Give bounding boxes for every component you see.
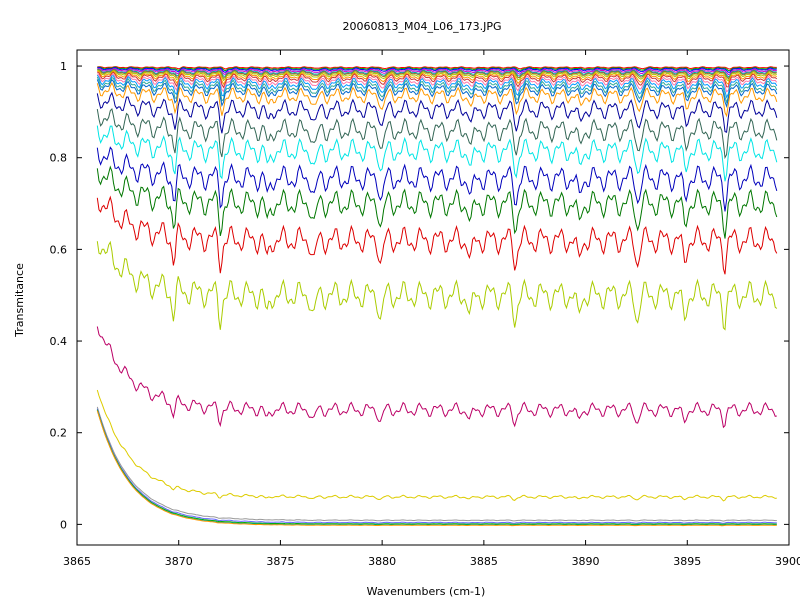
series-line-12: [96, 76, 778, 105]
series-line-6: [97, 69, 777, 80]
x-tick-label: 3875: [266, 555, 294, 568]
series-line-9: [97, 71, 778, 89]
series-line-23: [96, 389, 777, 502]
series-line-3: [97, 66, 777, 73]
series-line-4: [97, 67, 777, 76]
series-line-14: [96, 81, 778, 118]
y-tick-label: 0.8: [50, 152, 68, 165]
y-axis-ticks: 0 0.2 0.4 0.6 0.8 1: [50, 60, 789, 531]
series-line-7: [97, 69, 777, 82]
x-tick-label: 3900: [775, 555, 800, 568]
series-line-2: [97, 66, 777, 72]
series-line-10: [96, 73, 778, 93]
chart-title: 20060813_M04_L06_173.JPG: [343, 20, 502, 33]
y-tick-label: 0.2: [50, 427, 68, 440]
series-line-28: [96, 410, 777, 527]
series-line-24: [96, 406, 777, 522]
series-line-27: [96, 410, 777, 526]
series-line-5: [97, 68, 777, 78]
y-axis-label: Transmitance: [13, 263, 26, 338]
series-line-20: [96, 195, 778, 275]
series-line-13: [96, 78, 778, 109]
series-line-26: [96, 409, 777, 525]
x-tick-label: 3890: [572, 555, 600, 568]
y-tick-label: 1: [60, 60, 67, 73]
y-tick-label: 0.4: [50, 335, 68, 348]
x-axis-label: Wavenumbers (cm-1): [367, 585, 486, 598]
series-line-25: [96, 408, 777, 524]
x-tick-label: 3880: [368, 555, 396, 568]
series-line-11: [96, 74, 778, 99]
x-tick-label: 3865: [63, 555, 91, 568]
x-tick-label: 3870: [165, 555, 193, 568]
plot-frame: [76, 49, 790, 546]
series-line-1: [97, 66, 777, 70]
series-line-17: [96, 125, 778, 182]
series-line-8: [97, 70, 778, 86]
x-tick-label: 3895: [673, 555, 701, 568]
series-line-22: [96, 326, 777, 429]
series-line-15: [96, 91, 778, 134]
series-line-16: [96, 108, 778, 160]
y-tick-label: 0: [60, 518, 67, 531]
series-line-21: [96, 240, 778, 331]
series-layer: [96, 66, 778, 527]
series-line-19: [96, 165, 778, 239]
x-tick-label: 3885: [470, 555, 498, 568]
x-axis-ticks: 3865 3870 3875 3880 3885 3890 3895 3900: [63, 50, 800, 568]
y-tick-label: 0.6: [50, 243, 68, 256]
series-line-18: [96, 146, 778, 212]
